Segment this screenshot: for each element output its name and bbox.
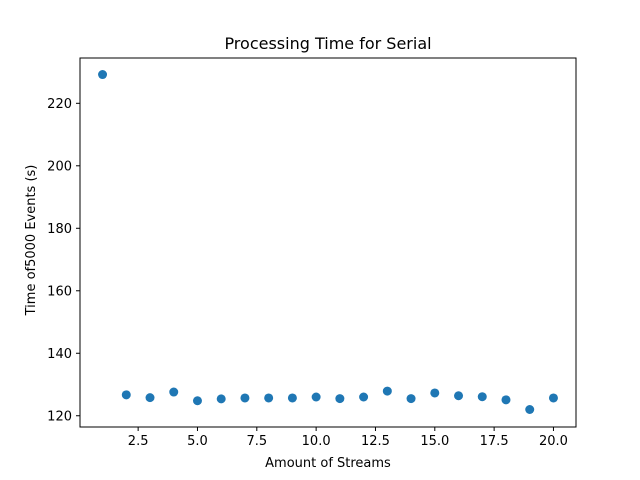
x-axis-ticks: 2.5 5.0 7.5 10.0 12.5 15.0 17.5 20.0: [128, 427, 568, 449]
data-point: [98, 70, 108, 80]
data-point: [287, 393, 297, 403]
y-tick-label: 220: [47, 97, 72, 112]
data-point: [264, 393, 274, 403]
plot-area-frame: [79, 57, 577, 428]
data-point: [216, 394, 226, 404]
y-tick-label: 200: [47, 159, 72, 174]
y-axis-ticks: 120 140 160 180 200 220: [47, 97, 80, 424]
data-point: [335, 394, 345, 404]
data-point: [240, 393, 250, 403]
data-point: [121, 390, 131, 400]
x-tick-label: 5.0: [187, 434, 208, 449]
data-points: [98, 70, 558, 415]
data-point: [382, 386, 392, 396]
y-tick-label: 180: [47, 222, 72, 237]
y-axis-label: Time of5000 Events (s): [24, 165, 39, 317]
x-tick-label: 17.5: [480, 434, 509, 449]
x-tick-label: 12.5: [361, 434, 390, 449]
x-tick-label: 20.0: [539, 434, 568, 449]
x-tick-label: 7.5: [246, 434, 267, 449]
data-point: [454, 391, 464, 401]
data-point: [477, 392, 487, 402]
data-point: [501, 395, 511, 405]
x-axis-label: Amount of Streams: [265, 456, 391, 471]
data-point: [359, 392, 369, 402]
data-point: [406, 394, 416, 404]
chart-title: Processing Time for Serial: [224, 34, 431, 53]
x-tick-label: 10.0: [302, 434, 331, 449]
x-tick-label: 15.0: [420, 434, 449, 449]
x-tick-label: 2.5: [128, 434, 149, 449]
y-tick-label: 160: [47, 284, 72, 299]
data-point: [525, 405, 535, 415]
data-point: [192, 396, 202, 406]
data-point: [430, 388, 440, 398]
y-tick-label: 140: [47, 347, 72, 362]
data-point: [145, 393, 155, 403]
data-point: [311, 392, 321, 402]
data-point: [548, 393, 558, 403]
data-point: [169, 387, 179, 397]
y-tick-label: 120: [47, 409, 72, 424]
